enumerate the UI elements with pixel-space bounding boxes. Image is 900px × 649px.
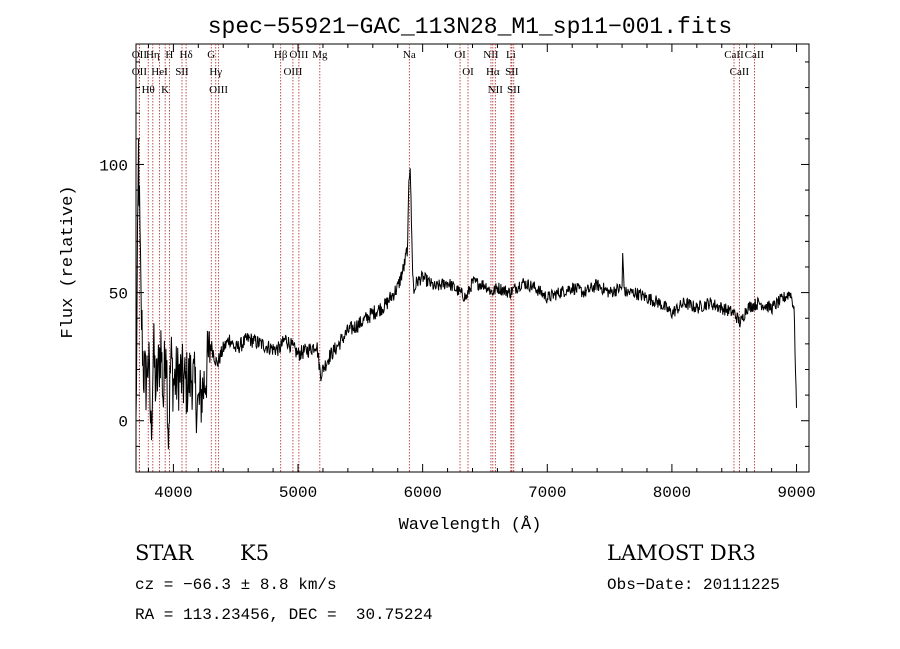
line-label-oiii: OIII <box>289 49 308 61</box>
line-label-caii: CaII <box>730 66 750 78</box>
line-label-k: K <box>161 84 169 96</box>
line-label-nii: NII <box>483 49 499 61</box>
line-label-oi: OI <box>462 66 474 78</box>
line-label-na: Na <box>403 49 416 61</box>
line-label-oiii: OIII <box>283 66 302 78</box>
x-tick-label: 8000 <box>653 484 691 502</box>
line-label-sii: SII <box>505 66 519 78</box>
object-class: STAR <box>135 541 194 565</box>
x-tick-label: 9000 <box>777 484 815 502</box>
chart-title: spec−55921−GAC_113N28_M1_sp11−001.fits <box>208 14 733 40</box>
line-label-caii: CaII <box>724 49 744 61</box>
line-label-hη: Hη <box>146 49 160 61</box>
y-axis-label: Flux (relative) <box>59 185 78 338</box>
object-subclass: K5 <box>240 541 269 565</box>
line-label-sii: SII <box>175 66 189 78</box>
line-label-hα: Hα <box>486 66 500 78</box>
y-axis-ticks: 0 50 100 <box>99 61 809 447</box>
y-tick-label: 0 <box>118 414 128 432</box>
x-tick-label: 4000 <box>154 484 192 502</box>
line-label-sii: SII <box>507 84 521 96</box>
survey-name: LAMOST DR3 <box>607 541 756 565</box>
obs-date: Obs−Date: 20111225 <box>607 576 780 594</box>
x-tick-label: 6000 <box>403 484 441 502</box>
x-axis-label: Wavelength (Å) <box>399 516 542 535</box>
ra-dec: RA = 113.23456, DEC = 30.75224 <box>135 606 433 624</box>
line-label-oii: OII <box>132 49 148 61</box>
line-label-hγ: Hγ <box>209 66 222 78</box>
line-label-oi: OI <box>454 49 466 61</box>
line-label-g: G <box>207 49 215 61</box>
line-label-caii: CaII <box>745 49 765 61</box>
line-label-oii: OII <box>132 66 148 78</box>
y-tick-label: 50 <box>109 286 128 304</box>
x-tick-label: 5000 <box>279 484 317 502</box>
x-axis-ticks: 4000 5000 6000 7000 8000 9000 <box>147 44 816 502</box>
x-tick-label: 7000 <box>528 484 566 502</box>
line-markers <box>138 44 755 472</box>
line-label-hδ: Hδ <box>180 49 193 61</box>
y-tick-label: 100 <box>99 157 128 175</box>
line-label-nii: NII <box>488 84 504 96</box>
redshift-cz: cz = −66.3 ± 8.8 km/s <box>135 576 337 594</box>
line-label-mg: Mg <box>312 49 328 61</box>
line-label-hei: HeI <box>151 66 168 78</box>
line-label-hθ: Hθ <box>142 84 155 96</box>
spectrum-series <box>135 139 797 450</box>
line-label-li: Li <box>506 49 516 61</box>
plot-frame <box>135 43 810 473</box>
line-label-oiii: OIII <box>209 84 228 96</box>
line-label-h: H <box>165 49 173 61</box>
line-label-hβ: Hβ <box>274 49 288 61</box>
